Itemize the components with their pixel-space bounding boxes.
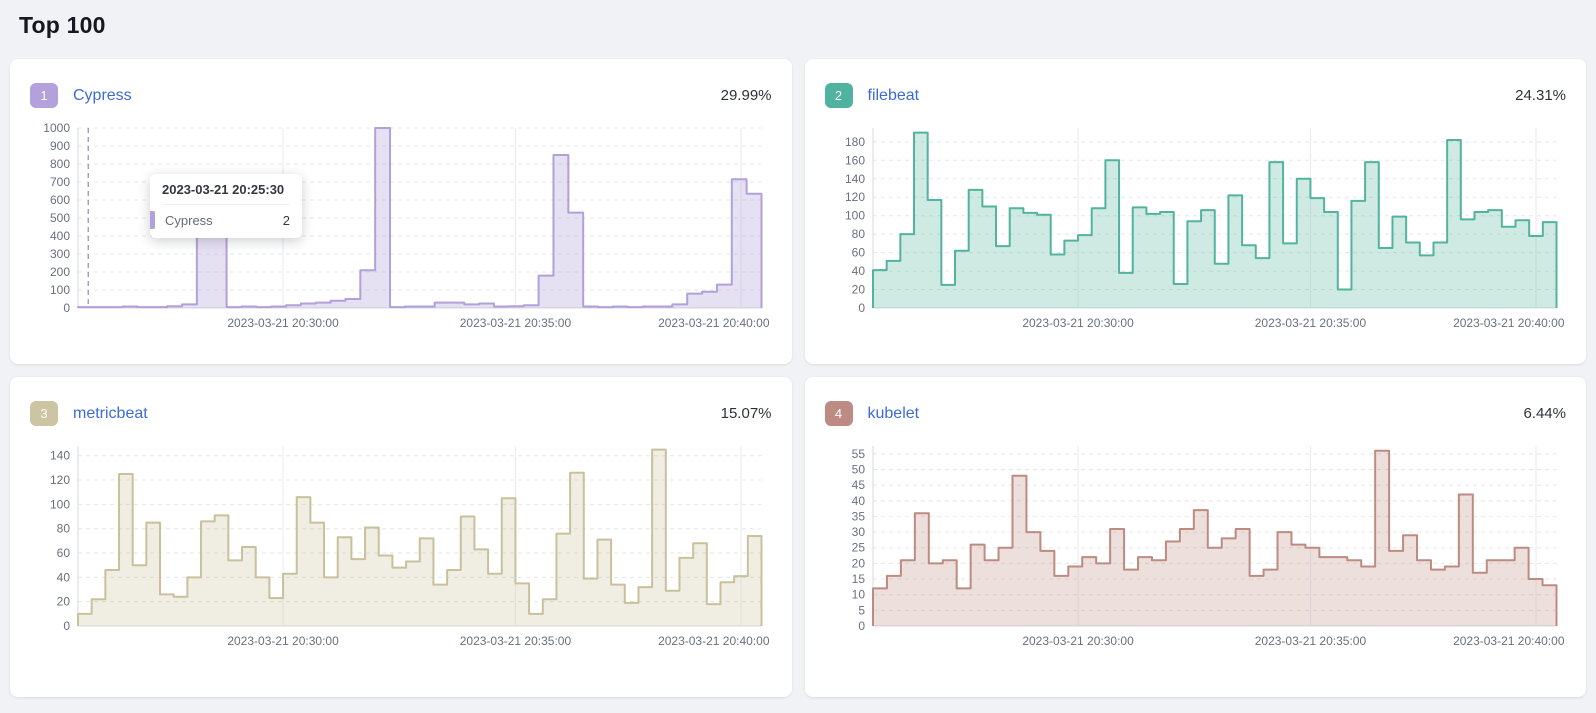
- svg-text:50: 50: [851, 462, 865, 476]
- rank-badge: 3: [30, 401, 58, 426]
- percent-value: 6.44%: [1523, 405, 1566, 422]
- svg-text:120: 120: [844, 190, 864, 204]
- svg-text:2023-03-21 20:40:00: 2023-03-21 20:40:00: [1453, 316, 1565, 330]
- card-header: 4 kubelet 6.44%: [825, 401, 1567, 426]
- chart-card: 2 filebeat 24.31% 0 20 40 60 80 100 120 140 160 1…: [805, 59, 1587, 364]
- svg-text:800: 800: [50, 157, 70, 171]
- svg-text:25: 25: [851, 541, 865, 555]
- percent-value: 29.99%: [721, 87, 772, 104]
- svg-text:2023-03-21 20:35:00: 2023-03-21 20:35:00: [460, 316, 572, 330]
- card-header: 3 metricbeat 15.07%: [30, 401, 772, 426]
- chart-area[interactable]: 0 100 200 300 400 500 600 700 800 900 1000 2023-03-…: [30, 122, 772, 336]
- svg-text:15: 15: [851, 572, 865, 586]
- svg-text:2023-03-21 20:30:00: 2023-03-21 20:30:00: [1022, 634, 1134, 648]
- svg-text:2023-03-21 20:35:00: 2023-03-21 20:35:00: [1254, 634, 1366, 648]
- svg-text:600: 600: [50, 193, 70, 207]
- svg-text:20: 20: [851, 556, 865, 570]
- page-title: Top 100: [19, 12, 1586, 39]
- chart-card: 1 Cypress 29.99% 0 100 200 300 400 500 600 700 8…: [10, 59, 792, 364]
- svg-text:60: 60: [851, 246, 865, 260]
- svg-text:700: 700: [50, 175, 70, 189]
- svg-text:2023-03-21 20:35:00: 2023-03-21 20:35:00: [460, 634, 572, 648]
- svg-text:100: 100: [50, 497, 70, 511]
- svg-text:30: 30: [851, 525, 865, 539]
- svg-text:400: 400: [50, 229, 70, 243]
- svg-text:140: 140: [844, 172, 864, 186]
- svg-text:60: 60: [57, 546, 71, 560]
- svg-text:2023-03-21 20:40:00: 2023-03-21 20:40:00: [658, 316, 770, 330]
- dashboard-page: Top 100 1 Cypress 29.99% 010020030040050…: [0, 0, 1596, 713]
- chart-area[interactable]: 0 20 40 60 80 100 120 140 2023-03-21 20:30:00 202…: [30, 440, 772, 654]
- svg-text:40: 40: [851, 494, 865, 508]
- percent-value: 24.31%: [1515, 87, 1566, 104]
- series-name-link[interactable]: kubelet: [868, 405, 920, 423]
- step-area-chart[interactable]: 0 20 40 60 80 100 120 140 2023-03-21 20:30:00 202…: [30, 440, 772, 654]
- svg-text:2023-03-21 20:30:00: 2023-03-21 20:30:00: [227, 316, 339, 330]
- tooltip-series-row: Cypress 2: [150, 211, 290, 229]
- tooltip-series-name: Cypress: [165, 213, 213, 228]
- svg-text:80: 80: [57, 522, 71, 536]
- svg-text:100: 100: [844, 209, 864, 223]
- svg-text:40: 40: [851, 264, 865, 278]
- svg-text:35: 35: [851, 509, 865, 523]
- svg-text:180: 180: [844, 135, 864, 149]
- chart-card: 3 metricbeat 15.07% 0 20 40 60 80 100 120 140 20…: [10, 377, 792, 697]
- rank-badge: 2: [825, 83, 853, 108]
- svg-text:2023-03-21 20:30:00: 2023-03-21 20:30:00: [1022, 316, 1134, 330]
- chart-grid: 1 Cypress 29.99% 01002003004005006007008…: [10, 59, 1586, 697]
- svg-text:80: 80: [851, 227, 865, 241]
- percent-value: 15.07%: [721, 405, 772, 422]
- svg-text:300: 300: [50, 247, 70, 261]
- svg-text:100: 100: [50, 283, 70, 297]
- svg-text:10: 10: [851, 588, 865, 602]
- rank-badge: 1: [30, 83, 58, 108]
- svg-text:160: 160: [844, 153, 864, 167]
- tooltip-value: 2: [259, 213, 290, 228]
- svg-text:55: 55: [851, 447, 865, 461]
- series-name-link[interactable]: Cypress: [73, 87, 132, 105]
- chart-tooltip: 2023-03-21 20:25:30 Cypress 2: [150, 174, 302, 238]
- svg-text:120: 120: [50, 473, 70, 487]
- svg-text:2023-03-21 20:30:00: 2023-03-21 20:30:00: [227, 634, 339, 648]
- svg-text:45: 45: [851, 478, 865, 492]
- chart-card: 4 kubelet 6.44% 0 510 15 2025 30 3540 45 5055 20…: [805, 377, 1587, 697]
- card-header: 1 Cypress 29.99%: [30, 83, 772, 108]
- card-header: 2 filebeat 24.31%: [825, 83, 1567, 108]
- svg-text:0: 0: [63, 301, 70, 315]
- svg-text:20: 20: [851, 283, 865, 297]
- svg-text:0: 0: [858, 619, 865, 633]
- step-area-chart[interactable]: 0 20 40 60 80 100 120 140 160 180 2023-03-21 20:30…: [825, 122, 1567, 336]
- step-area-chart[interactable]: 0 100 200 300 400 500 600 700 800 900 1000 2023-03-…: [30, 122, 772, 336]
- svg-text:40: 40: [57, 570, 71, 584]
- series-name-link[interactable]: filebeat: [868, 87, 920, 105]
- svg-text:2023-03-21 20:35:00: 2023-03-21 20:35:00: [1254, 316, 1366, 330]
- svg-text:2023-03-21 20:40:00: 2023-03-21 20:40:00: [1453, 634, 1565, 648]
- svg-text:900: 900: [50, 139, 70, 153]
- svg-text:5: 5: [858, 603, 865, 617]
- svg-text:200: 200: [50, 265, 70, 279]
- svg-text:500: 500: [50, 211, 70, 225]
- rank-badge: 4: [825, 401, 853, 426]
- series-name-link[interactable]: metricbeat: [73, 405, 148, 423]
- chart-area[interactable]: 0 20 40 60 80 100 120 140 160 180 2023-03-21 20:30…: [825, 122, 1567, 336]
- tooltip-timestamp: 2023-03-21 20:25:30: [162, 182, 290, 205]
- svg-text:1000: 1000: [43, 122, 70, 135]
- svg-text:140: 140: [50, 449, 70, 463]
- svg-text:0: 0: [63, 619, 70, 633]
- svg-text:0: 0: [858, 301, 865, 315]
- step-area-chart[interactable]: 0 510 15 2025 30 3540 45 5055 2023-03-21 20:30:0…: [825, 440, 1567, 654]
- chart-area[interactable]: 0 510 15 2025 30 3540 45 5055 2023-03-21 20:30:0…: [825, 440, 1567, 654]
- svg-text:20: 20: [57, 595, 71, 609]
- series-marker-icon: [150, 211, 155, 229]
- svg-text:2023-03-21 20:40:00: 2023-03-21 20:40:00: [658, 634, 770, 648]
